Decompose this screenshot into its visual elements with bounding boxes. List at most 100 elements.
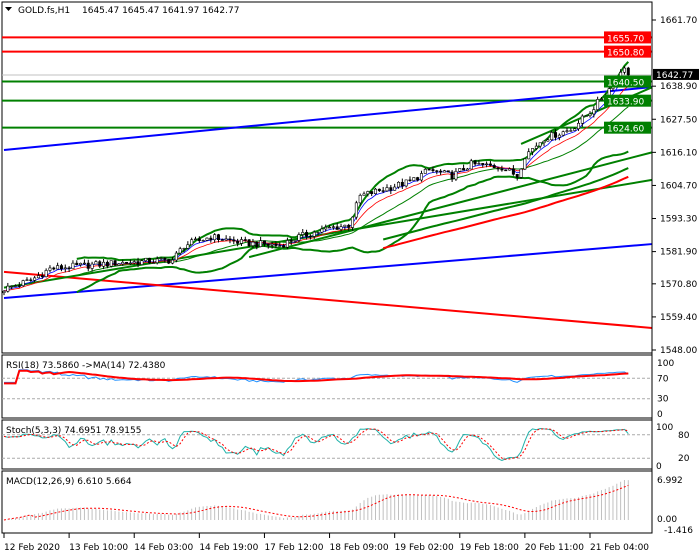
candle-body	[132, 261, 136, 264]
candle-body	[86, 262, 90, 269]
candle-body	[584, 115, 588, 117]
candle-body	[140, 260, 144, 265]
candle-body	[324, 227, 328, 230]
candle-body	[312, 231, 316, 237]
candle-body	[465, 168, 469, 171]
candle-body	[531, 148, 535, 153]
time-label: 20 Feb 11:00	[525, 543, 584, 553]
candle-body	[354, 202, 358, 218]
candle-body	[178, 248, 182, 254]
candle-body	[542, 140, 546, 144]
candle-body	[82, 262, 86, 265]
candle-body	[320, 228, 324, 233]
candle-body	[442, 170, 446, 173]
candle-body	[270, 243, 274, 246]
candle-body	[389, 187, 393, 191]
rsi-tick-label: 30	[657, 395, 669, 405]
candle-body	[554, 132, 558, 138]
candle-body	[90, 263, 94, 269]
candle-body	[557, 134, 561, 138]
candle-body	[10, 285, 14, 288]
time-label: 12 Feb 2020	[4, 543, 60, 553]
candle-body	[370, 191, 374, 194]
candle-body	[408, 179, 412, 181]
price-panel[interactable]: 1661.70 1604.70 1616.10 1627.50 1638.90 1593.…	[1, 1, 699, 533]
stoch-main-line	[3, 427, 629, 461]
candle-body	[400, 181, 404, 187]
candle-body	[435, 170, 439, 172]
candle-body	[285, 240, 289, 248]
level-label: 1650.80	[607, 49, 644, 59]
candle-body	[496, 167, 500, 170]
candle-body	[274, 243, 278, 246]
macd-panel[interactable]: 6.992 0.00-1.416 MACD(12,26,9) 6.610 5.66…	[1, 470, 693, 536]
sma-long-red-line	[382, 175, 629, 250]
candle-body	[504, 169, 508, 172]
candle-body	[523, 158, 527, 170]
candle-body	[488, 163, 492, 166]
time-label: 14 Feb 03:00	[134, 543, 193, 553]
level-label: 1640.50	[607, 79, 644, 89]
candle-body	[289, 240, 293, 242]
level-label: 1655.70	[607, 34, 644, 44]
rsi-tick-label: 0	[657, 410, 663, 420]
candle-body	[17, 285, 21, 287]
candle-body	[262, 240, 266, 245]
candle-body	[481, 163, 485, 165]
candle-body	[209, 237, 213, 241]
candle-body	[59, 265, 63, 270]
candle-body	[331, 226, 335, 228]
candle-body	[404, 179, 408, 187]
candle-body	[71, 262, 75, 270]
candle-body	[278, 245, 282, 247]
level-badge	[604, 45, 651, 58]
level-badge	[604, 121, 651, 134]
time-label: 18 Feb 09:00	[330, 543, 389, 553]
price-tick-label: 1661.70	[660, 16, 697, 26]
candle-body	[462, 168, 466, 171]
stoch-signal-line	[3, 428, 629, 460]
candle-body	[301, 232, 305, 235]
stochastic-panel[interactable]: 100 80 20 0 Stoch(5,3,3) 74.6951 78.9155	[1, 419, 690, 472]
candle-body	[94, 261, 98, 265]
candle-body	[485, 163, 489, 166]
collapse-triangle-icon[interactable]	[5, 7, 12, 11]
candle-body	[75, 262, 79, 266]
candle-body	[362, 193, 366, 196]
rsi-ma-line	[4, 369, 629, 385]
candle-body	[412, 177, 416, 181]
price-panel-frame	[1, 1, 653, 354]
candle-body	[33, 277, 37, 281]
rsi-panel[interactable]: 100 70 30 0 RSI(18) 73.5860 ->MA(14) 72.438…	[1, 354, 674, 420]
candle-body	[113, 260, 117, 266]
macd-label: MACD(12,26,9) 6.610 5.664	[6, 477, 132, 487]
macd-panel-frame	[1, 470, 653, 534]
candle-body	[569, 130, 573, 132]
trendline	[3, 270, 653, 329]
stoch-tick-label: 100	[656, 423, 673, 433]
candle-body	[255, 241, 259, 247]
candle-body	[2, 290, 6, 294]
candle-body	[239, 239, 243, 244]
candle-body	[576, 122, 580, 130]
candle-body	[144, 257, 148, 262]
candle-body	[396, 181, 400, 188]
candle-body	[29, 279, 33, 281]
candle-body	[439, 170, 443, 173]
ohlc-readout: 1645.47 1645.47 1641.97 1642.77	[82, 6, 239, 16]
candle-body	[385, 187, 389, 192]
price-tick-label: 1638.90	[660, 82, 697, 92]
candle-body	[308, 235, 312, 238]
candle-body	[328, 226, 332, 229]
candle-body	[232, 239, 236, 242]
level-label: 1624.60	[607, 125, 644, 135]
price-tick-label: 1548.00	[660, 346, 697, 356]
candle-body	[316, 231, 320, 234]
candle-body	[63, 267, 67, 270]
candle-body	[228, 238, 232, 241]
price-tick-label: 1627.50	[660, 115, 697, 125]
candle-body	[500, 168, 504, 171]
candle-body	[171, 259, 175, 264]
price-tick-label: 1570.80	[660, 280, 697, 290]
